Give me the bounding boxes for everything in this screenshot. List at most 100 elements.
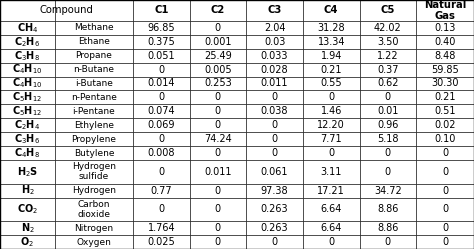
Bar: [190, 49, 246, 62]
Text: Propylene: Propylene: [72, 135, 117, 144]
Bar: [416, 221, 474, 235]
Text: 0.253: 0.253: [204, 78, 232, 88]
Text: 0.21: 0.21: [320, 64, 342, 74]
Bar: [0, 160, 55, 184]
Bar: [360, 62, 416, 76]
Bar: [360, 49, 416, 62]
Text: 0: 0: [215, 92, 221, 102]
Text: Ethane: Ethane: [78, 37, 110, 46]
Bar: [55, 21, 133, 35]
Bar: [190, 0, 246, 21]
Bar: [190, 104, 246, 118]
Text: 0: 0: [442, 237, 448, 247]
Text: 0.001: 0.001: [204, 37, 232, 47]
Bar: [246, 235, 303, 249]
Bar: [133, 49, 190, 62]
Text: 0: 0: [272, 120, 278, 130]
Bar: [0, 118, 55, 132]
Bar: [0, 62, 55, 76]
Bar: [303, 184, 360, 197]
Bar: [55, 146, 133, 160]
Text: 0: 0: [215, 223, 221, 233]
Bar: [416, 21, 474, 35]
Bar: [133, 118, 190, 132]
Text: C4: C4: [324, 5, 338, 15]
Bar: [360, 160, 416, 184]
Text: 3.11: 3.11: [320, 167, 342, 177]
Text: 59.85: 59.85: [431, 64, 459, 74]
Text: 97.38: 97.38: [261, 186, 288, 195]
Bar: [360, 184, 416, 197]
Bar: [190, 235, 246, 249]
Bar: [303, 76, 360, 90]
Bar: [416, 76, 474, 90]
Bar: [55, 0, 133, 21]
Text: Propane: Propane: [75, 51, 112, 60]
Text: 1.94: 1.94: [320, 51, 342, 61]
Bar: [360, 76, 416, 90]
Bar: [360, 90, 416, 104]
Bar: [246, 221, 303, 235]
Bar: [246, 160, 303, 184]
Bar: [133, 221, 190, 235]
Text: 31.28: 31.28: [318, 23, 345, 33]
Bar: [416, 160, 474, 184]
Bar: [303, 104, 360, 118]
Bar: [416, 49, 474, 62]
Text: C$_5$H$_{12}$: C$_5$H$_{12}$: [12, 104, 43, 118]
Text: 6.64: 6.64: [320, 204, 342, 214]
Bar: [190, 132, 246, 146]
Bar: [0, 90, 55, 104]
Text: 0.069: 0.069: [147, 120, 175, 130]
Bar: [303, 35, 360, 49]
Text: 0: 0: [158, 204, 164, 214]
Bar: [55, 90, 133, 104]
Text: 0: 0: [158, 134, 164, 144]
Text: Natural
Gas: Natural Gas: [424, 0, 466, 21]
Bar: [303, 0, 360, 21]
Text: 0.008: 0.008: [147, 148, 175, 158]
Bar: [246, 0, 303, 21]
Text: 0: 0: [215, 23, 221, 33]
Bar: [133, 160, 190, 184]
Bar: [133, 35, 190, 49]
Text: 0: 0: [385, 237, 391, 247]
Text: C$_4$H$_8$: C$_4$H$_8$: [14, 146, 40, 160]
Text: 0: 0: [272, 134, 278, 144]
Bar: [55, 104, 133, 118]
Bar: [55, 160, 133, 184]
Text: 0.37: 0.37: [377, 64, 399, 74]
Text: 0: 0: [328, 148, 334, 158]
Text: 0.02: 0.02: [434, 120, 456, 130]
Bar: [133, 0, 190, 21]
Text: 0.263: 0.263: [261, 223, 288, 233]
Text: 0: 0: [272, 237, 278, 247]
Text: 34.72: 34.72: [374, 186, 402, 195]
Text: 0.028: 0.028: [261, 64, 288, 74]
Text: i-Pentane: i-Pentane: [73, 107, 115, 116]
Bar: [133, 76, 190, 90]
Text: n-Pentane: n-Pentane: [71, 93, 117, 102]
Bar: [190, 62, 246, 76]
Bar: [133, 21, 190, 35]
Text: Butylene: Butylene: [73, 148, 114, 158]
Text: 0.62: 0.62: [377, 78, 399, 88]
Text: 0.03: 0.03: [264, 37, 285, 47]
Bar: [303, 62, 360, 76]
Text: H$_2$: H$_2$: [20, 184, 34, 197]
Bar: [246, 21, 303, 35]
Bar: [190, 221, 246, 235]
Bar: [190, 90, 246, 104]
Text: 0: 0: [272, 92, 278, 102]
Text: 0.011: 0.011: [204, 167, 232, 177]
Text: 12.20: 12.20: [318, 120, 345, 130]
Bar: [0, 146, 55, 160]
Text: 30.30: 30.30: [431, 78, 459, 88]
Bar: [360, 235, 416, 249]
Bar: [55, 62, 133, 76]
Bar: [0, 235, 55, 249]
Bar: [0, 49, 55, 62]
Text: n-Butane: n-Butane: [73, 65, 114, 74]
Text: 0: 0: [158, 167, 164, 177]
Bar: [416, 104, 474, 118]
